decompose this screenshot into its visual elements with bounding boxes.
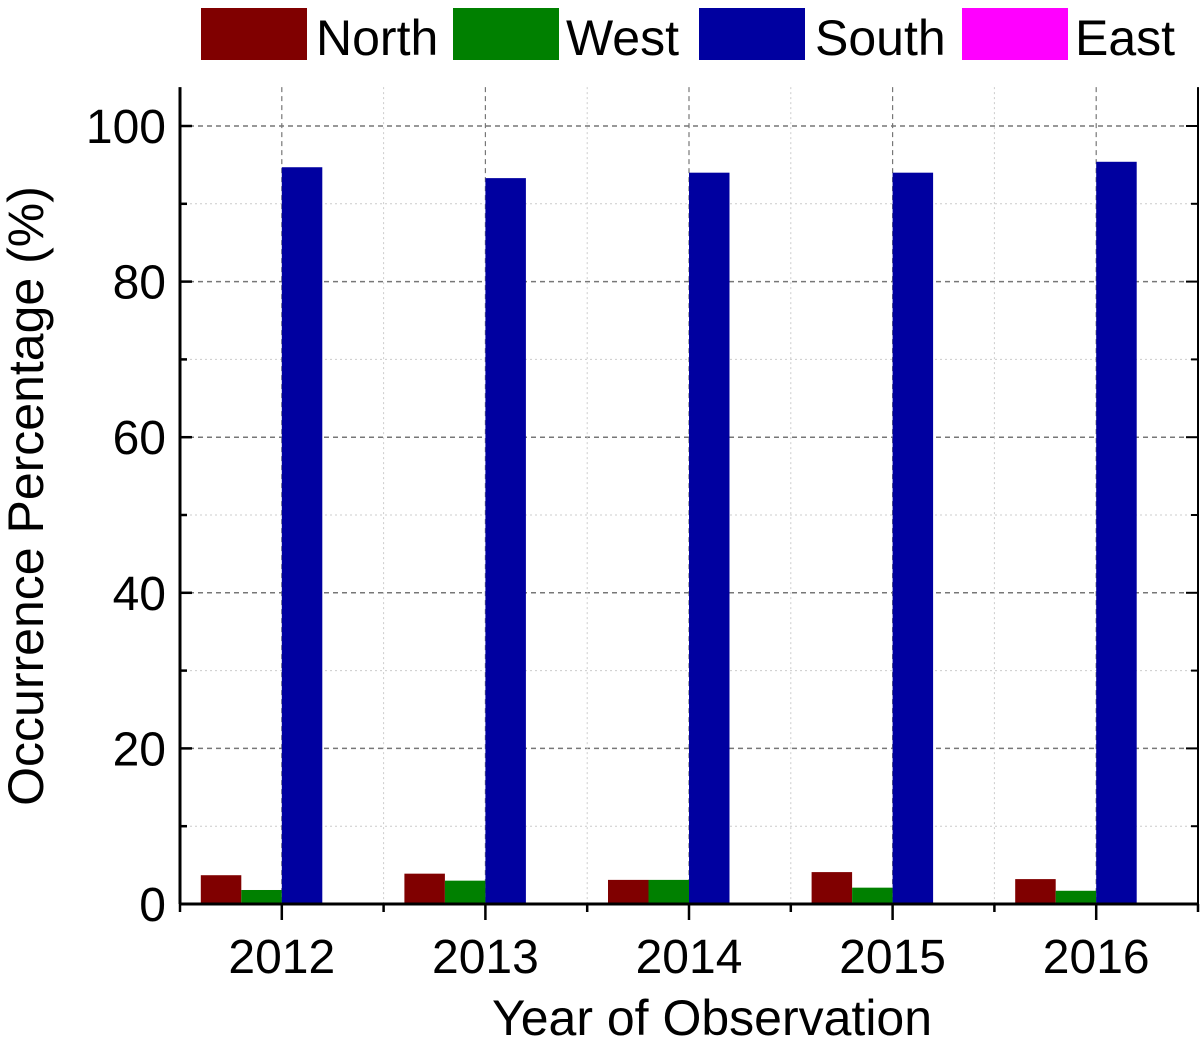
bar-west-2015 xyxy=(852,887,893,904)
x-tick-label: 2012 xyxy=(228,931,335,984)
x-tick-label: 2013 xyxy=(432,931,539,984)
legend-label-south: South xyxy=(815,10,946,66)
bar-south-2014 xyxy=(689,172,730,904)
y-tick-label: 40 xyxy=(113,568,166,621)
y-tick-label: 80 xyxy=(113,257,166,310)
x-tick-label: 2014 xyxy=(636,931,743,984)
legend-label-east: East xyxy=(1075,10,1175,66)
bar-north-2015 xyxy=(811,872,853,904)
legend-swatch-east xyxy=(962,8,1068,60)
bar-west-2016 xyxy=(1055,890,1097,904)
y-tick-label: 100 xyxy=(86,101,166,154)
bar-west-2014 xyxy=(648,879,689,904)
bar-south-2012 xyxy=(281,167,323,904)
legend-label-north: North xyxy=(316,10,438,66)
axes: 0 20 40 60 80 100 2012 2013 2014 2015 2016 xyxy=(86,87,1200,984)
y-tick-label: 60 xyxy=(113,412,166,465)
bar-north-2014 xyxy=(608,879,649,904)
legend-swatch-south xyxy=(699,8,805,60)
y-axis-label: Occurrence Percentage (%) xyxy=(0,186,54,806)
legend: North West South East xyxy=(201,8,1175,66)
y-tick-label: 20 xyxy=(113,723,166,776)
bar-south-2013 xyxy=(485,178,526,905)
x-tick-label: 2016 xyxy=(1043,931,1150,984)
legend-label-west: West xyxy=(566,10,679,66)
bar-north-2012 xyxy=(200,875,242,904)
legend-swatch-north xyxy=(201,8,307,60)
bar-south-2015 xyxy=(892,172,934,904)
legend-swatch-west xyxy=(453,8,559,60)
bar-north-2013 xyxy=(404,873,445,904)
bars xyxy=(200,161,1137,905)
x-axis-label: Year of Observation xyxy=(492,990,932,1041)
bar-south-2016 xyxy=(1096,161,1137,905)
x-tick-label: 2015 xyxy=(839,931,946,984)
bar-west-2012 xyxy=(241,889,282,904)
bar-west-2013 xyxy=(444,880,486,904)
y-tick-label: 0 xyxy=(139,879,166,932)
bar-north-2016 xyxy=(1015,879,1056,904)
